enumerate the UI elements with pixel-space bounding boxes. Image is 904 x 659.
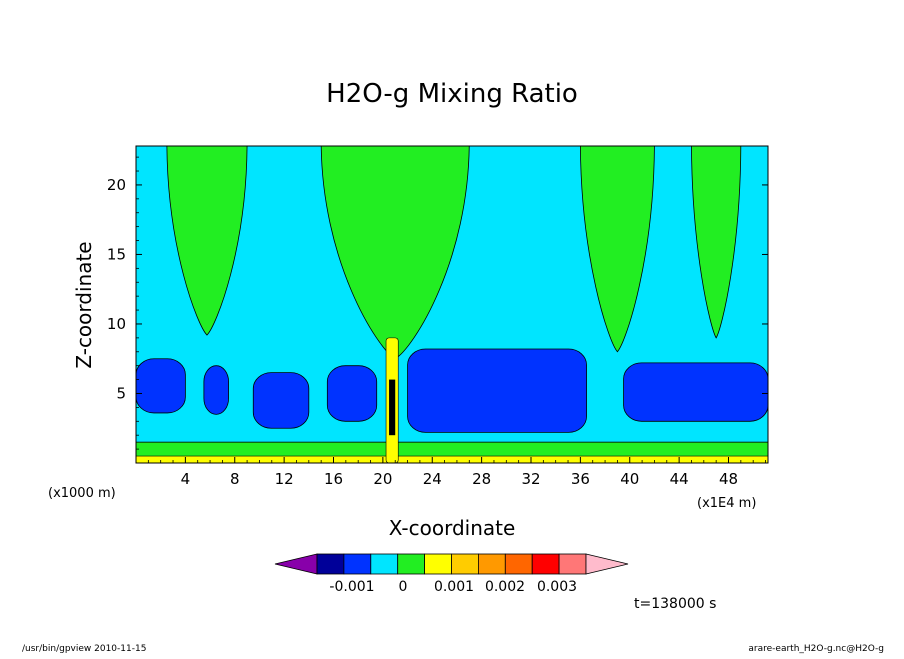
- colorbar-swatch-7: [477, 553, 506, 575]
- blue-contour-layer: [136, 348, 768, 433]
- x-tick-label-48: 48: [719, 470, 738, 488]
- blue-blob-2: [252, 372, 310, 429]
- colorbar-swatch-4: [397, 553, 426, 575]
- x-tick-label-16: 16: [324, 470, 343, 488]
- x-tick-label-36: 36: [571, 470, 590, 488]
- surface-contour-layer: [136, 441, 768, 463]
- x-tick-label-12: 12: [275, 470, 294, 488]
- green-plume-0: [166, 146, 248, 336]
- y-tick-label-15: 15: [107, 245, 126, 263]
- x-tick-label-40: 40: [620, 470, 639, 488]
- x-tick-label-32: 32: [521, 470, 540, 488]
- colorbar-label-1: 0: [399, 579, 408, 595]
- colorbar-arrow-left: [274, 553, 318, 575]
- colorbar-swatch-5: [424, 553, 452, 575]
- x-tick-label-4: 4: [181, 470, 191, 488]
- y-axis: 5 10 15 20: [107, 156, 768, 450]
- x-axis-label: X-coordinate: [389, 516, 516, 540]
- colorbar-swatch-9: [531, 553, 560, 575]
- blue-blob-0: [136, 358, 186, 414]
- colorbar-arrow-right: [585, 553, 629, 575]
- x-tick-label-24: 24: [423, 470, 442, 488]
- x-tick-label-8: 8: [230, 470, 240, 488]
- colorbar-swatch-8: [504, 553, 533, 575]
- blue-blob-4: [407, 348, 587, 433]
- plot-area: [136, 146, 768, 463]
- chart-title: H2O-g Mixing Ratio: [326, 79, 578, 109]
- colorbar-swatch-10: [558, 553, 587, 575]
- colorbar-swatch-2: [343, 553, 372, 575]
- time-label: t=138000 s: [634, 596, 716, 612]
- surface-yellow-band: [136, 455, 768, 463]
- colorbar-swatch-1: [316, 553, 345, 575]
- colorbar-swatch-3: [370, 553, 399, 575]
- y-tick-label-20: 20: [107, 176, 126, 194]
- y-tick-label-5: 5: [116, 384, 126, 402]
- x-axis: 4 8 12 16 20 24 28 32 36 40 44 48: [147, 457, 766, 488]
- colorbar-label-2: 0.001: [434, 579, 474, 595]
- x-tick-label-44: 44: [670, 470, 689, 488]
- green-contour-layer: [166, 146, 742, 360]
- colorbar-label-4: 0.003: [537, 579, 577, 595]
- plot-frame: [135, 145, 769, 464]
- blue-blob-5: [623, 362, 768, 422]
- green-plume-2: [580, 146, 655, 353]
- footer-left: /usr/bin/gpview 2010-11-15: [22, 644, 146, 654]
- core-contour-layer: [385, 337, 399, 463]
- core-black: [389, 379, 396, 436]
- y-unit-label: (x1E4 m): [697, 496, 756, 511]
- colorbar-swatch-6: [451, 553, 479, 575]
- x-tick-label-20: 20: [373, 470, 392, 488]
- y-tick-label-10: 10: [107, 315, 126, 333]
- x-unit-label: (x1000 m): [48, 486, 116, 501]
- blue-blob-1: [203, 365, 229, 415]
- y-axis-label: Z-coordinate: [72, 241, 96, 368]
- colorbar-label-3: 0.002: [485, 579, 525, 595]
- colorbar: [274, 553, 629, 575]
- colorbar-label-0: -0.001: [329, 579, 374, 595]
- blue-blob-3: [326, 365, 378, 422]
- footer-right: arare-earth_H2O-g.nc@H2O-g: [748, 644, 884, 654]
- x-tick-label-28: 28: [472, 470, 491, 488]
- green-plume-3: [691, 146, 742, 339]
- colorbar-labels: -0.001 0 0.001 0.002 0.003: [329, 579, 577, 595]
